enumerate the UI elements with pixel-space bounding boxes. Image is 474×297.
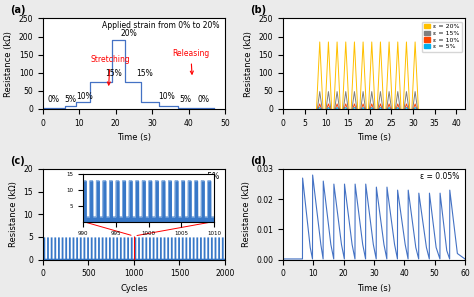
Text: 20%: 20% <box>120 29 137 38</box>
Text: ε = 0.05%: ε = 0.05% <box>420 172 459 181</box>
Text: (a): (a) <box>10 5 26 15</box>
Text: 0%: 0% <box>48 95 60 104</box>
Text: 10%: 10% <box>76 92 93 101</box>
X-axis label: Cycles: Cycles <box>120 284 148 293</box>
Text: 15%: 15% <box>137 69 153 78</box>
Y-axis label: Resistance (kΩ): Resistance (kΩ) <box>244 31 253 97</box>
X-axis label: Time (s): Time (s) <box>117 133 151 142</box>
Y-axis label: Resistance (kΩ): Resistance (kΩ) <box>242 181 251 247</box>
Y-axis label: Resistance (kΩ): Resistance (kΩ) <box>9 181 18 247</box>
Y-axis label: Resistance (kΩ): Resistance (kΩ) <box>4 31 13 97</box>
Text: (d): (d) <box>250 156 266 165</box>
Legend: ε = 20%, ε = 15%, ε = 10%, ε = 5%: ε = 20%, ε = 15%, ε = 10%, ε = 5% <box>421 21 462 52</box>
Text: 0%: 0% <box>197 95 209 104</box>
Text: Applied strain from 0% to 20%: Applied strain from 0% to 20% <box>102 21 219 30</box>
Text: (b): (b) <box>250 5 266 15</box>
Text: 15%: 15% <box>106 69 122 78</box>
Text: Stretching: Stretching <box>90 55 130 85</box>
X-axis label: Time (s): Time (s) <box>357 133 391 142</box>
Text: (c): (c) <box>10 156 25 165</box>
X-axis label: Time (s): Time (s) <box>357 284 391 293</box>
Text: 5%: 5% <box>179 95 191 104</box>
Text: ε = 5%: ε = 5% <box>192 172 219 181</box>
Text: Releasing: Releasing <box>172 49 210 74</box>
Text: 10%: 10% <box>158 92 175 101</box>
Text: 5%: 5% <box>64 95 76 104</box>
